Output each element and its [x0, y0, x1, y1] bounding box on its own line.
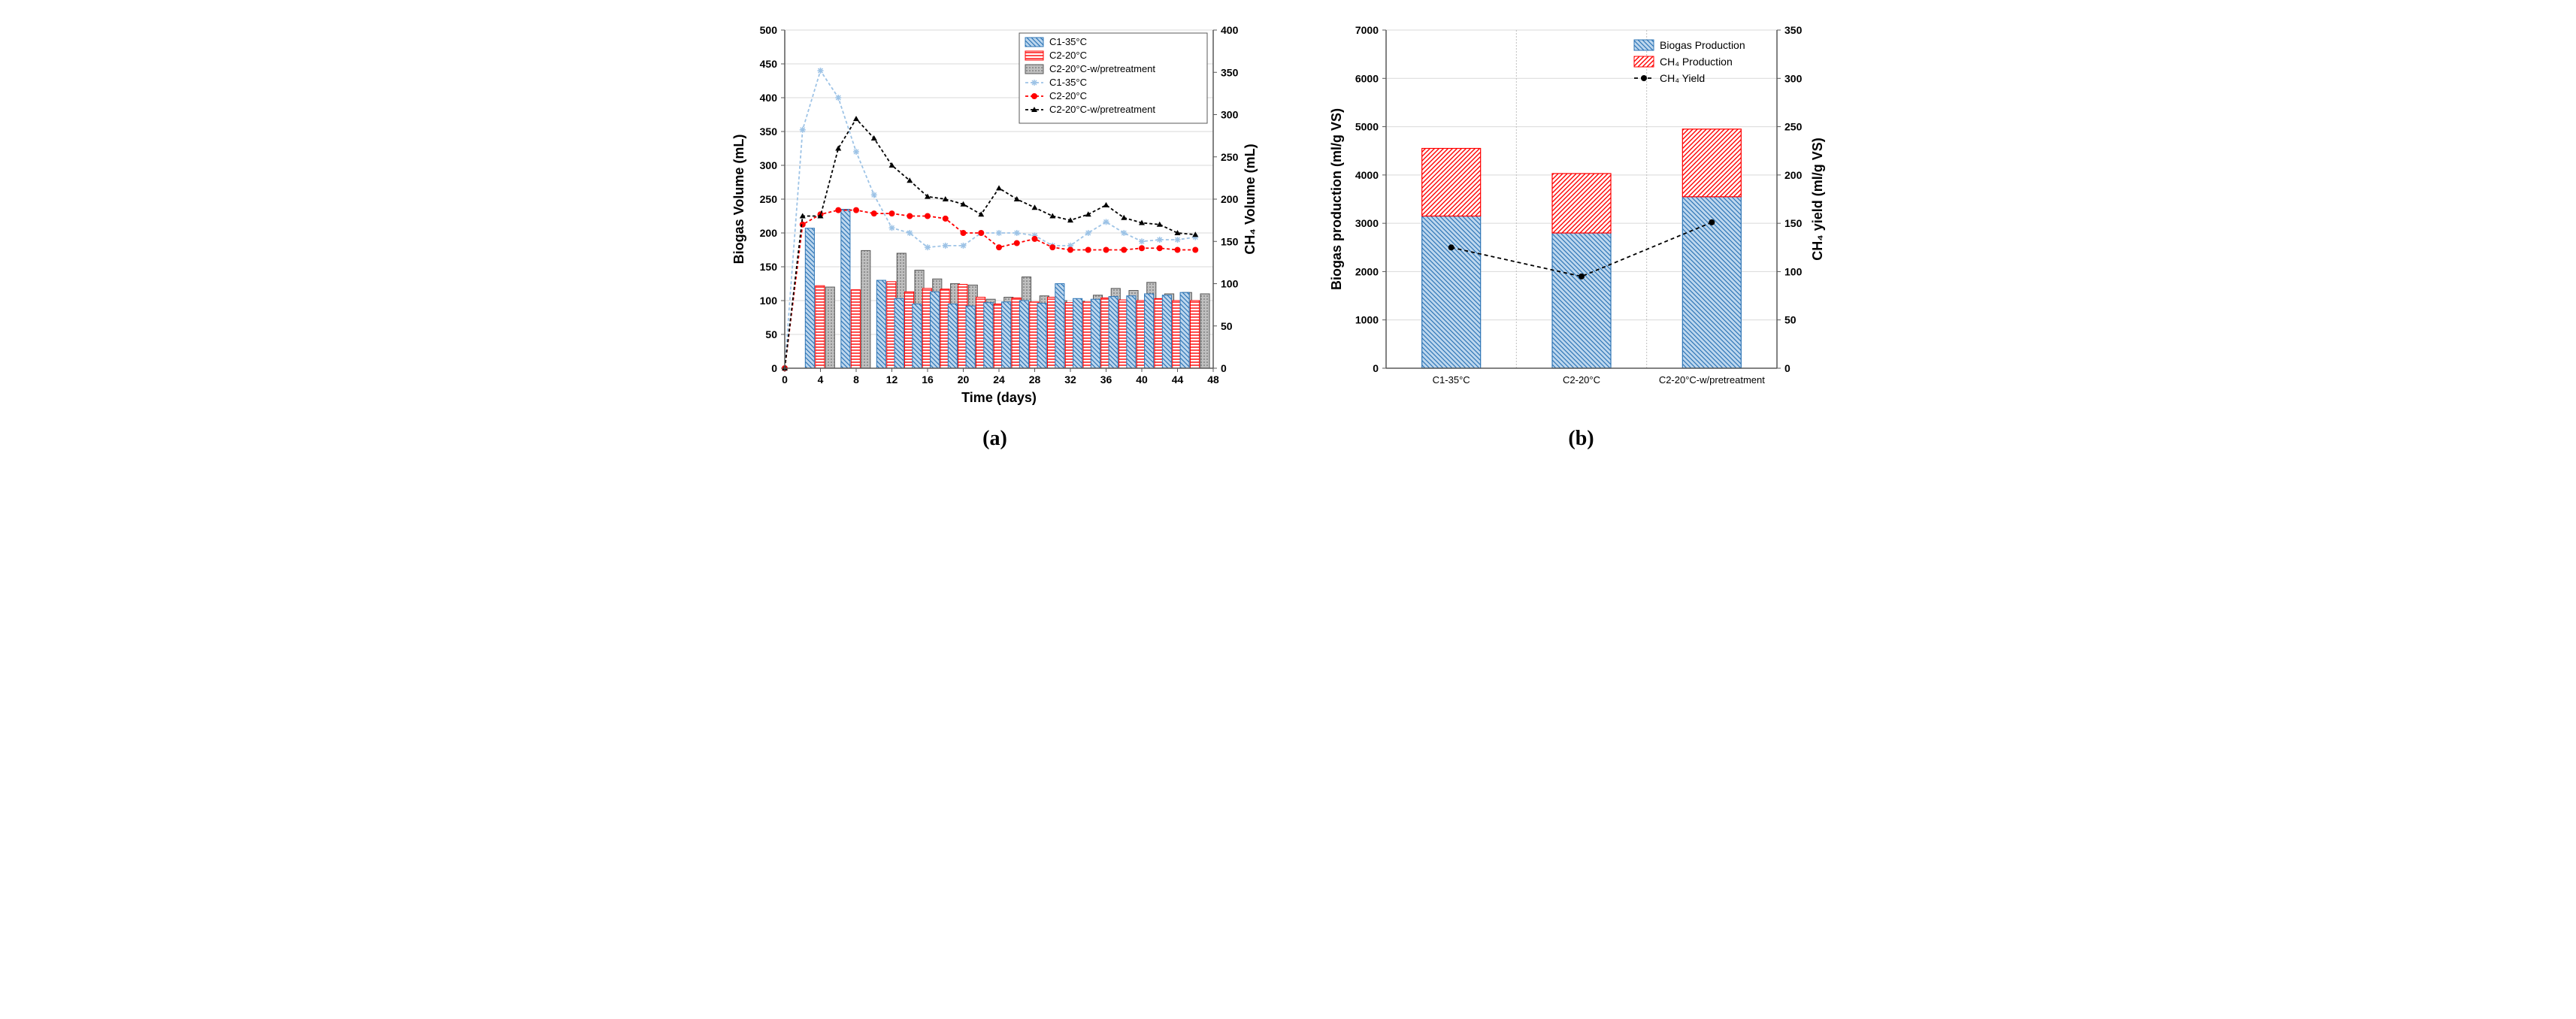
svg-text:200: 200	[759, 227, 777, 239]
svg-text:C1-35°C: C1-35°C	[1049, 77, 1087, 88]
svg-text:0: 0	[771, 362, 777, 374]
panel-a: 0481216202428323640444805010015020025030…	[725, 15, 1266, 451]
svg-text:3000: 3000	[1355, 217, 1378, 229]
svg-text:300: 300	[1784, 72, 1803, 84]
svg-text:C2-20°C-w/pretreatment: C2-20°C-w/pretreatment	[1049, 63, 1155, 74]
svg-text:350: 350	[1221, 66, 1239, 78]
svg-text:C2-20°C: C2-20°C	[1049, 90, 1087, 101]
svg-text:Biogas Volume (mL): Biogas Volume (mL)	[731, 135, 746, 265]
svg-text:100: 100	[759, 295, 777, 307]
svg-text:400: 400	[759, 92, 777, 104]
svg-text:0: 0	[1221, 362, 1227, 374]
svg-text:Biogas production (ml/g VS): Biogas production (ml/g VS)	[1329, 108, 1344, 290]
svg-text:0: 0	[782, 373, 788, 386]
svg-text:8: 8	[853, 373, 859, 386]
panel-b: 0 1000 2000 3000 4000 5000 6000 7000 0 50 100 150 20…	[1311, 15, 1852, 451]
svg-text:CH₄ yield (ml/g VS): CH₄ yield (ml/g VS)	[1810, 138, 1825, 261]
svg-text:C2-20°C: C2-20°C	[1049, 50, 1087, 61]
svg-text:100: 100	[1784, 265, 1803, 277]
svg-text:C2-20°C-w/pretreatment: C2-20°C-w/pretreatment	[1049, 104, 1155, 115]
svg-text:250: 250	[759, 193, 777, 205]
svg-text:350: 350	[1784, 24, 1803, 36]
svg-text:350: 350	[759, 125, 777, 138]
svg-text:50: 50	[1784, 314, 1797, 326]
svg-text:5000: 5000	[1355, 121, 1378, 133]
svg-text:1000: 1000	[1355, 314, 1378, 326]
svg-text:20: 20	[957, 373, 969, 386]
chart-b: 0 1000 2000 3000 4000 5000 6000 7000 0 50 100 150 20…	[1311, 15, 1852, 421]
svg-text:0: 0	[1373, 362, 1379, 374]
svg-text:200: 200	[1221, 193, 1239, 205]
caption-b: (b)	[1568, 427, 1594, 451]
svg-text:CH₄ Volume (mL): CH₄ Volume (mL)	[1243, 144, 1258, 254]
svg-text:Biogas Production: Biogas Production	[1660, 39, 1745, 51]
svg-text:CH₄ Yield: CH₄ Yield	[1660, 72, 1705, 84]
svg-text:7000: 7000	[1355, 24, 1378, 36]
svg-text:4000: 4000	[1355, 169, 1378, 181]
svg-text:300: 300	[1221, 109, 1239, 121]
svg-text:0: 0	[1784, 362, 1790, 374]
svg-text:6000: 6000	[1355, 72, 1378, 84]
svg-text:CH₄ Production: CH₄ Production	[1660, 56, 1733, 68]
svg-text:250: 250	[1784, 121, 1803, 133]
caption-a: (a)	[982, 427, 1007, 451]
svg-text:150: 150	[759, 261, 777, 273]
svg-text:2000: 2000	[1355, 265, 1378, 277]
svg-text:250: 250	[1221, 151, 1239, 163]
svg-text:40: 40	[1136, 373, 1148, 386]
svg-text:28: 28	[1028, 373, 1040, 386]
svg-text:24: 24	[993, 373, 1005, 386]
chart-a: 0481216202428323640444805010015020025030…	[725, 15, 1266, 421]
svg-text:300: 300	[759, 159, 777, 171]
svg-text:36: 36	[1100, 373, 1112, 386]
svg-text:12: 12	[885, 373, 898, 386]
svg-text:Time (days): Time (days)	[961, 390, 1037, 405]
svg-text:400: 400	[1221, 24, 1239, 36]
svg-text:200: 200	[1784, 169, 1803, 181]
svg-text:50: 50	[765, 328, 777, 340]
svg-text:44: 44	[1171, 373, 1183, 386]
svg-text:4: 4	[817, 373, 823, 386]
svg-text:C1-35°C: C1-35°C	[1432, 374, 1470, 386]
svg-text:500: 500	[759, 24, 777, 36]
svg-text:50: 50	[1221, 320, 1233, 332]
svg-text:150: 150	[1221, 235, 1239, 247]
svg-text:450: 450	[759, 58, 777, 70]
svg-text:150: 150	[1784, 217, 1803, 229]
svg-text:48: 48	[1207, 373, 1219, 386]
svg-text:C2-20°C: C2-20°C	[1563, 374, 1600, 386]
svg-text:16: 16	[922, 373, 934, 386]
svg-text:100: 100	[1221, 278, 1239, 290]
svg-text:C2-20°C-w/pretreatment: C2-20°C-w/pretreatment	[1658, 374, 1764, 386]
svg-text:C1-35°C: C1-35°C	[1049, 36, 1087, 47]
svg-text:32: 32	[1064, 373, 1076, 386]
